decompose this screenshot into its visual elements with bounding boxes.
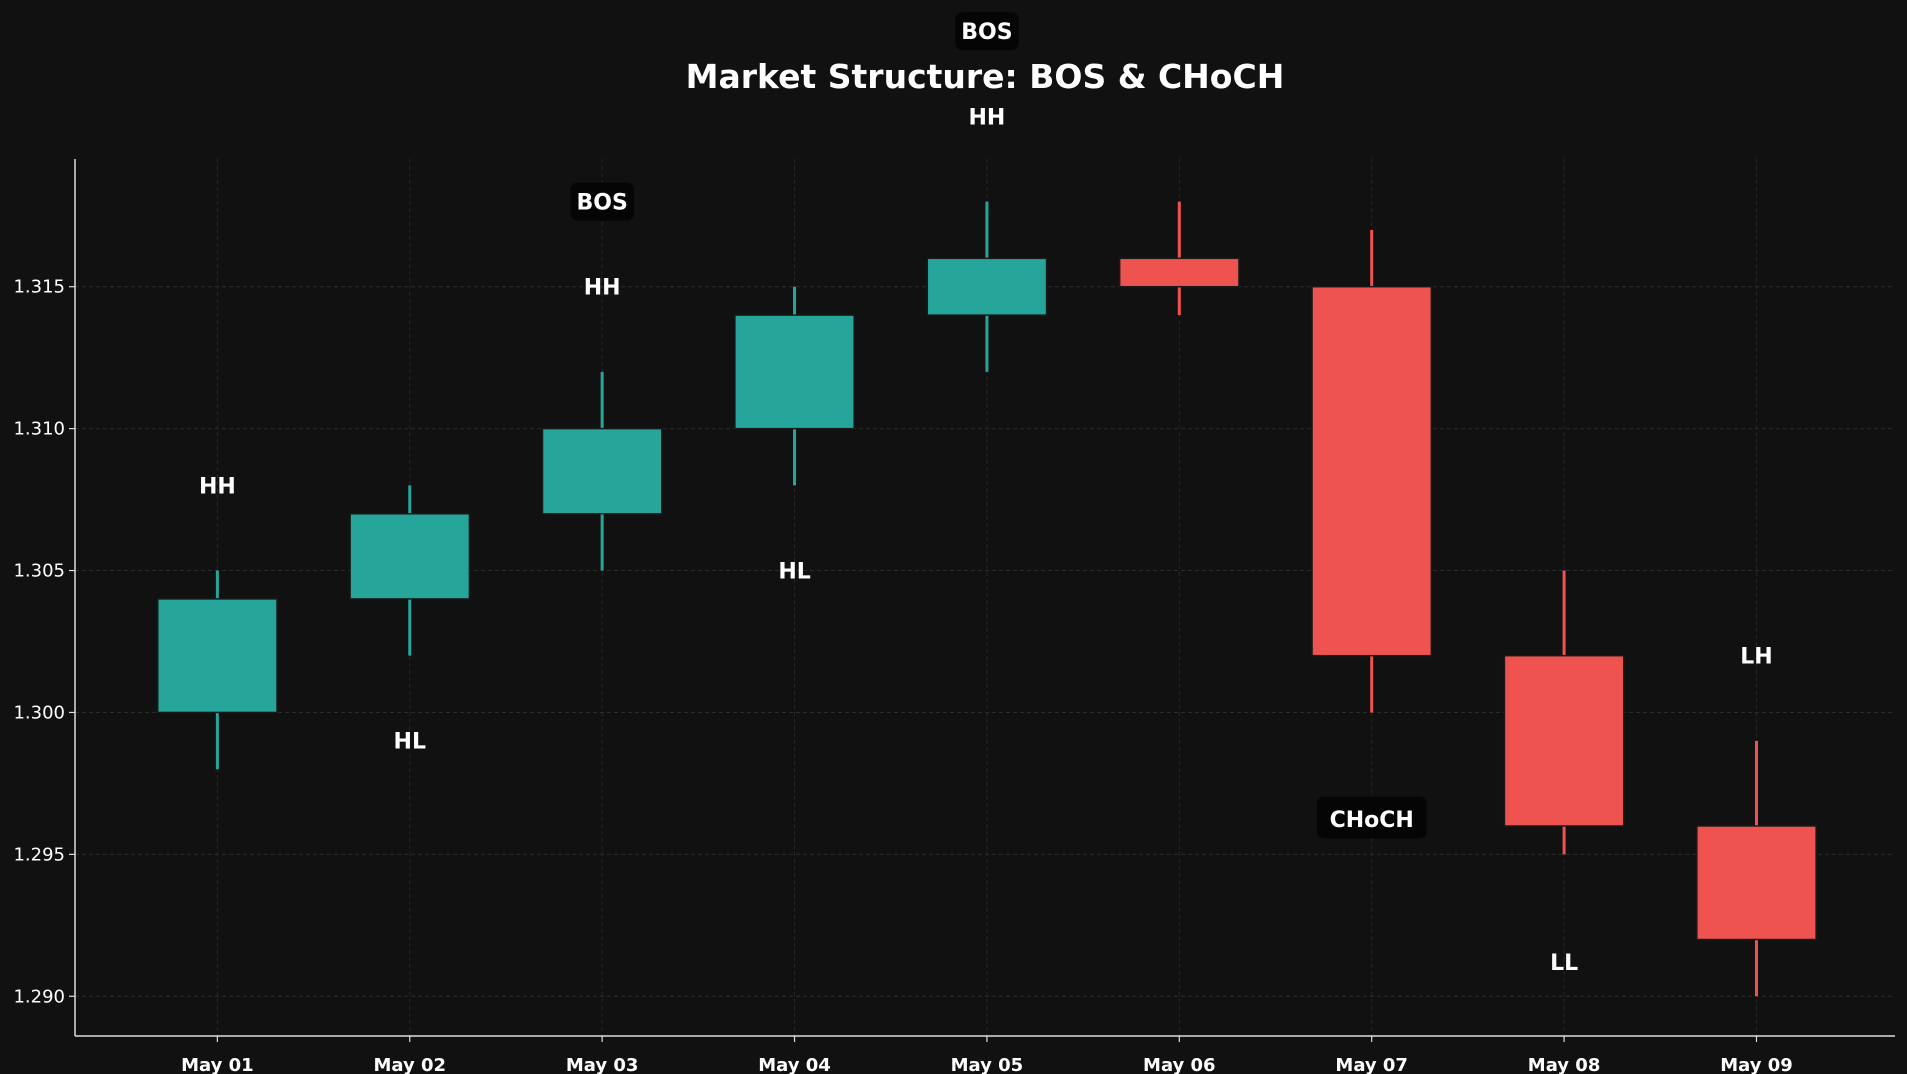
candles [156,201,1817,997]
candle-body [1118,257,1240,288]
y-tick-label: 1.315 [13,277,65,298]
annotation-label: HH [969,105,1006,130]
x-tick-label: May 01 [181,1055,254,1074]
candle-body [541,427,663,515]
candle-body [926,257,1048,316]
candle-body [1311,285,1433,657]
annotation-label: HH [199,474,236,499]
x-tick-label: May 04 [758,1055,831,1074]
candle-body [1696,825,1817,941]
annotation-label: LH [1740,645,1772,670]
x-tick-label: May 08 [1528,1055,1601,1074]
y-tick-label: 1.290 [13,986,65,1007]
candle-body [156,598,278,714]
y-tick-label: 1.300 [13,702,65,723]
annotation-box [955,12,1019,51]
annotation-label: CHoCH [1330,808,1414,833]
candle-body [734,314,855,430]
annotations: HH HL HH BOS HL HH BOS CHoCH LL LH [199,12,1773,976]
x-tick-label: May 06 [1143,1055,1216,1074]
candle-body [349,513,471,600]
x-tick-label: May 03 [566,1055,639,1074]
annotation-label: HH [584,276,621,301]
candle-body [1503,654,1625,827]
annotation-label: LL [1550,951,1578,976]
annotation-label: BOS [961,20,1012,45]
x-tick-label: May 02 [373,1055,446,1074]
x-tick-label: May 05 [951,1055,1024,1074]
chart-title: Market Structure: BOS & CHoCH [686,57,1285,96]
annotation-label: HL [778,559,810,584]
annotation-label: HL [394,730,426,755]
axes: 1.290 1.295 1.300 1.305 1.310 1.315 May 01 May … [13,159,1895,1074]
x-tick-label: May 07 [1335,1055,1408,1074]
y-tick-label: 1.305 [13,561,65,582]
annotation-label: BOS [576,190,627,215]
annotation-box [1316,796,1427,839]
annotation-box [570,182,634,221]
y-tick-label: 1.295 [13,844,65,865]
y-tick-label: 1.310 [13,419,65,440]
x-tick-label: May 09 [1720,1055,1793,1074]
